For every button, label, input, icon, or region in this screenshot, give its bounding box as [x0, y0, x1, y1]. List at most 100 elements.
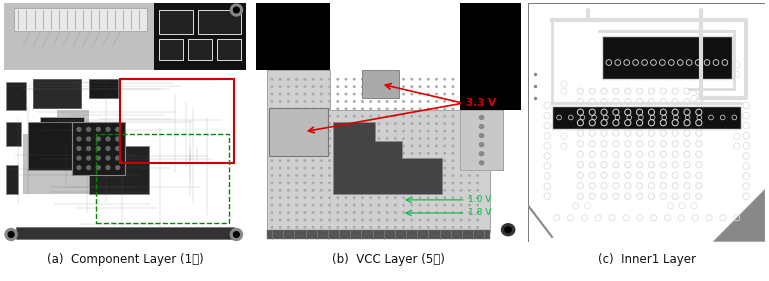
Circle shape — [444, 145, 445, 147]
Circle shape — [386, 123, 388, 124]
Circle shape — [361, 86, 363, 87]
Circle shape — [370, 123, 371, 124]
Circle shape — [386, 78, 388, 80]
Circle shape — [329, 86, 331, 87]
Bar — [159, 10, 193, 34]
Circle shape — [477, 153, 478, 154]
Circle shape — [444, 138, 445, 139]
Circle shape — [370, 130, 371, 132]
Circle shape — [271, 226, 273, 228]
Circle shape — [428, 204, 429, 206]
Polygon shape — [23, 110, 88, 194]
Circle shape — [461, 167, 462, 169]
Circle shape — [477, 167, 478, 169]
Circle shape — [288, 175, 289, 176]
Circle shape — [345, 115, 347, 117]
Circle shape — [436, 160, 438, 161]
Circle shape — [505, 227, 511, 233]
Circle shape — [312, 182, 314, 183]
Circle shape — [428, 93, 429, 95]
Circle shape — [296, 86, 298, 87]
Circle shape — [419, 93, 421, 95]
Circle shape — [378, 219, 380, 221]
Circle shape — [386, 175, 388, 176]
Circle shape — [304, 145, 306, 147]
Circle shape — [271, 167, 273, 169]
Circle shape — [436, 138, 438, 139]
Circle shape — [452, 204, 454, 206]
Circle shape — [452, 115, 454, 117]
Circle shape — [394, 86, 396, 87]
Circle shape — [370, 226, 371, 228]
Circle shape — [271, 138, 273, 139]
Circle shape — [428, 145, 429, 147]
Circle shape — [444, 78, 445, 80]
Circle shape — [354, 78, 355, 80]
Circle shape — [271, 190, 273, 191]
Circle shape — [354, 226, 355, 228]
Circle shape — [345, 167, 347, 169]
Circle shape — [288, 123, 289, 124]
Circle shape — [304, 212, 306, 213]
Circle shape — [361, 226, 363, 228]
Circle shape — [312, 115, 314, 117]
Circle shape — [271, 108, 273, 110]
Circle shape — [370, 204, 371, 206]
Circle shape — [394, 167, 396, 169]
Circle shape — [386, 101, 388, 102]
Circle shape — [279, 175, 281, 176]
Circle shape — [321, 130, 322, 132]
Circle shape — [386, 108, 388, 110]
Circle shape — [321, 108, 322, 110]
Circle shape — [452, 108, 454, 110]
Circle shape — [87, 156, 91, 160]
Circle shape — [337, 190, 338, 191]
Circle shape — [312, 101, 314, 102]
Circle shape — [452, 86, 454, 87]
Circle shape — [378, 86, 380, 87]
Circle shape — [354, 190, 355, 191]
Circle shape — [394, 190, 396, 191]
Circle shape — [361, 175, 363, 176]
Circle shape — [271, 78, 273, 80]
Circle shape — [411, 86, 413, 87]
Circle shape — [461, 219, 462, 221]
Circle shape — [479, 161, 484, 165]
Circle shape — [279, 153, 281, 154]
Circle shape — [304, 197, 306, 198]
Circle shape — [419, 130, 421, 132]
Circle shape — [312, 219, 314, 221]
Circle shape — [436, 226, 438, 228]
Circle shape — [271, 86, 273, 87]
Circle shape — [394, 175, 396, 176]
Circle shape — [345, 123, 347, 124]
Text: (c)  Inner1 Layer: (c) Inner1 Layer — [598, 253, 696, 266]
Circle shape — [468, 115, 470, 117]
Circle shape — [444, 226, 445, 228]
Circle shape — [354, 219, 355, 221]
Text: (a)  Component Layer (1층): (a) Component Layer (1층) — [47, 253, 203, 266]
Circle shape — [288, 190, 289, 191]
Circle shape — [296, 167, 298, 169]
Polygon shape — [267, 15, 503, 232]
Circle shape — [354, 175, 355, 176]
Bar — [6, 81, 25, 110]
Circle shape — [436, 145, 438, 147]
Circle shape — [304, 101, 306, 102]
Circle shape — [479, 152, 484, 156]
Circle shape — [337, 115, 338, 117]
Circle shape — [378, 190, 380, 191]
Circle shape — [444, 175, 445, 176]
Circle shape — [468, 197, 470, 198]
Circle shape — [468, 190, 470, 191]
Circle shape — [403, 212, 404, 213]
Circle shape — [378, 153, 380, 154]
Circle shape — [403, 197, 404, 198]
Text: 1.8 V: 1.8 V — [468, 209, 491, 217]
Circle shape — [329, 197, 331, 198]
Circle shape — [321, 175, 322, 176]
Circle shape — [8, 232, 14, 237]
Circle shape — [370, 78, 371, 80]
Circle shape — [468, 160, 470, 161]
Circle shape — [461, 212, 462, 213]
